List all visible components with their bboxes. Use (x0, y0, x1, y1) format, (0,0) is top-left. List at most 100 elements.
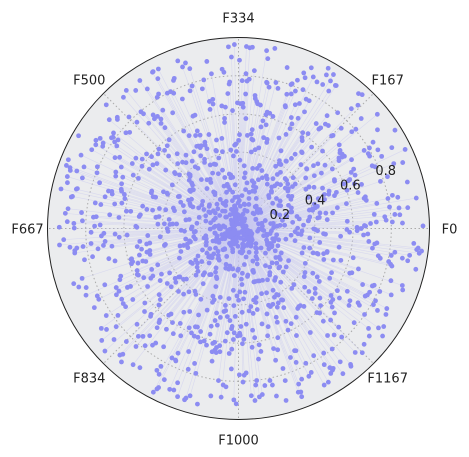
data-point (332, 177, 337, 183)
data-point (415, 245, 421, 251)
data-point (109, 135, 114, 141)
data-point (209, 358, 215, 364)
data-point (243, 91, 249, 97)
data-point (292, 102, 298, 108)
data-point (161, 189, 166, 195)
data-point (144, 207, 150, 212)
data-point (253, 300, 259, 305)
data-point (294, 214, 300, 219)
data-point (197, 132, 203, 138)
data-point (283, 212, 289, 218)
data-point (253, 295, 259, 300)
data-point (314, 274, 320, 280)
data-point (373, 219, 379, 225)
data-point (79, 175, 85, 181)
data-point (296, 381, 302, 387)
data-point (388, 292, 394, 298)
data-point (311, 184, 317, 190)
data-point (309, 144, 315, 150)
data-point (264, 79, 269, 85)
data-point (286, 202, 291, 208)
data-point (203, 218, 209, 224)
data-point (90, 254, 95, 260)
data-point (137, 252, 142, 258)
data-point (129, 261, 134, 267)
data-point (177, 274, 183, 280)
data-point (195, 260, 200, 266)
data-point (228, 147, 234, 153)
data-point (359, 92, 365, 98)
data-point (165, 228, 171, 234)
data-point (337, 148, 343, 153)
data-point (155, 151, 161, 157)
data-point (334, 205, 340, 211)
data-point (119, 359, 124, 365)
data-point (234, 293, 240, 299)
data-point (292, 181, 298, 187)
data-point (310, 74, 316, 80)
data-point (79, 275, 85, 281)
data-point (276, 203, 282, 208)
data-point (154, 161, 160, 167)
data-point (241, 262, 247, 267)
data-point (299, 149, 304, 155)
data-point (97, 135, 103, 141)
data-point (217, 294, 223, 300)
data-point (270, 287, 276, 293)
data-point (284, 91, 290, 97)
data-point (347, 298, 353, 304)
data-point (359, 350, 365, 356)
radial-line (74, 228, 239, 254)
data-point (332, 310, 337, 316)
data-point (139, 163, 145, 169)
data-point (115, 117, 120, 122)
data-point (301, 245, 307, 250)
data-point (210, 170, 216, 176)
data-point (347, 177, 353, 182)
data-point (91, 305, 97, 311)
data-point (164, 281, 170, 286)
data-point (405, 205, 411, 211)
data-point (207, 99, 212, 104)
data-point (265, 277, 270, 283)
data-point (324, 217, 330, 223)
data-point (395, 194, 401, 200)
data-point (239, 78, 245, 84)
data-point (263, 112, 269, 118)
data-point (187, 88, 193, 94)
data-point (186, 133, 192, 139)
data-point (293, 314, 299, 320)
data-point (94, 164, 100, 170)
data-point (157, 234, 163, 240)
data-point (183, 152, 189, 158)
data-point (92, 200, 98, 206)
data-point (313, 121, 319, 126)
data-point (180, 64, 185, 70)
data-point (114, 143, 120, 149)
data-point (135, 333, 141, 339)
data-point (88, 229, 94, 235)
data-point (187, 66, 193, 72)
data-point (354, 228, 360, 234)
data-point (213, 284, 219, 289)
data-point (158, 120, 164, 126)
data-point (269, 184, 275, 190)
data-point (304, 166, 309, 172)
data-point (278, 148, 284, 154)
data-point (290, 175, 296, 181)
data-point (293, 348, 299, 354)
data-point (201, 77, 207, 83)
data-point (208, 180, 214, 185)
data-point (382, 214, 388, 220)
data-point (210, 293, 216, 299)
data-point (192, 361, 197, 366)
data-point (253, 196, 259, 201)
data-point (224, 254, 230, 259)
data-point (214, 322, 220, 328)
data-point (239, 193, 245, 198)
data-point (191, 149, 197, 155)
data-point (271, 346, 276, 351)
data-point (283, 264, 289, 270)
data-point (283, 318, 289, 324)
data-point (252, 147, 258, 153)
